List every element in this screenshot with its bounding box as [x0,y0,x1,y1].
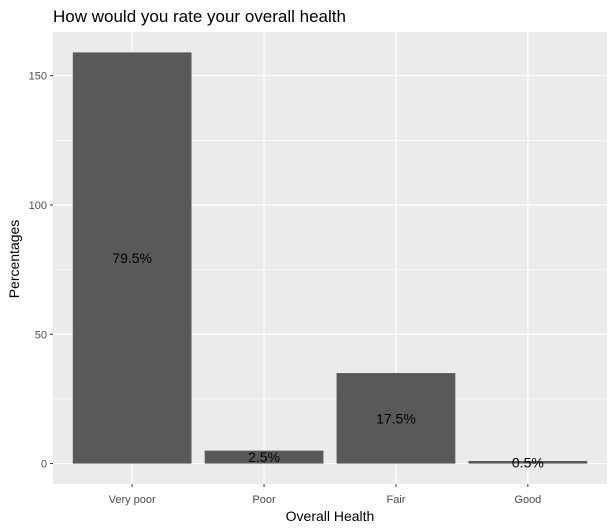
y-axis-title: Percentages [6,220,22,299]
y-axis: 0 50 100 150 [29,71,53,471]
x-tick-label: Good [514,494,541,506]
data-label: 79.5% [112,250,152,266]
data-label: 2.5% [248,449,280,465]
bar-good [468,460,588,464]
y-tick-label: 150 [29,71,47,83]
y-tick-label: 0 [41,459,47,471]
x-tick-label: Very poor [109,494,156,506]
bar-fair [336,373,456,464]
data-labels: 79.5% 2.5% 17.5% 0.5% [112,250,544,470]
data-label: 0.5% [512,454,544,470]
data-label: 17.5% [376,410,416,426]
y-tick-label: 50 [35,329,47,341]
bar-poor [204,450,324,464]
x-tick-label: Fair [386,494,405,506]
x-axis-title: Overall Health [286,508,375,524]
bar-very-poor [72,52,192,464]
chart-title: How would you rate your overall health [53,7,346,26]
x-tick-label: Poor [252,494,276,506]
y-tick-label: 100 [29,200,47,212]
x-axis: Very poor Poor Fair Good [109,484,541,506]
bars [72,52,588,464]
